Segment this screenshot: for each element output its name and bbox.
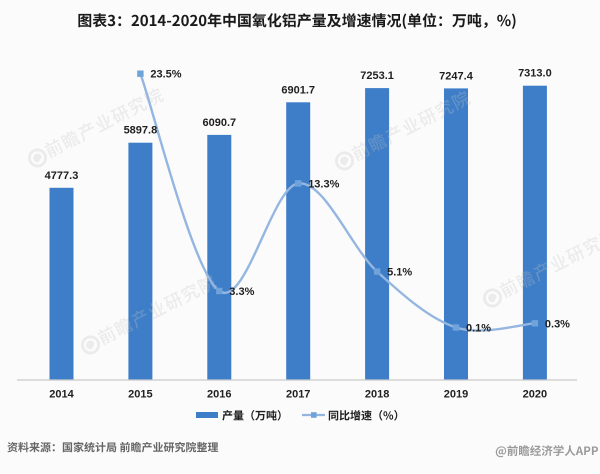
svg-text:2014: 2014 (49, 389, 74, 401)
svg-text:2016: 2016 (207, 389, 231, 401)
svg-text:13.3%: 13.3% (308, 178, 339, 190)
svg-text:2019: 2019 (444, 389, 468, 401)
svg-text:0.3%: 0.3% (545, 318, 570, 330)
svg-text:2018: 2018 (365, 389, 389, 401)
svg-text:3.3%: 3.3% (229, 286, 254, 298)
svg-text:7313.0: 7313.0 (518, 68, 552, 80)
svg-text:5.1%: 5.1% (387, 267, 412, 279)
svg-text:23.5%: 23.5% (150, 69, 181, 81)
svg-text:2015: 2015 (128, 389, 152, 401)
svg-text:7253.1: 7253.1 (360, 70, 394, 82)
svg-text:2017: 2017 (286, 389, 310, 401)
svg-text:6090.7: 6090.7 (202, 117, 236, 129)
svg-text:4777.3: 4777.3 (45, 170, 79, 182)
svg-text:6901.7: 6901.7 (281, 84, 315, 96)
svg-text:7247.4: 7247.4 (439, 70, 474, 82)
svg-text:2020: 2020 (523, 389, 547, 401)
svg-text:0.1%: 0.1% (466, 323, 491, 335)
svg-text:5897.8: 5897.8 (124, 125, 158, 137)
